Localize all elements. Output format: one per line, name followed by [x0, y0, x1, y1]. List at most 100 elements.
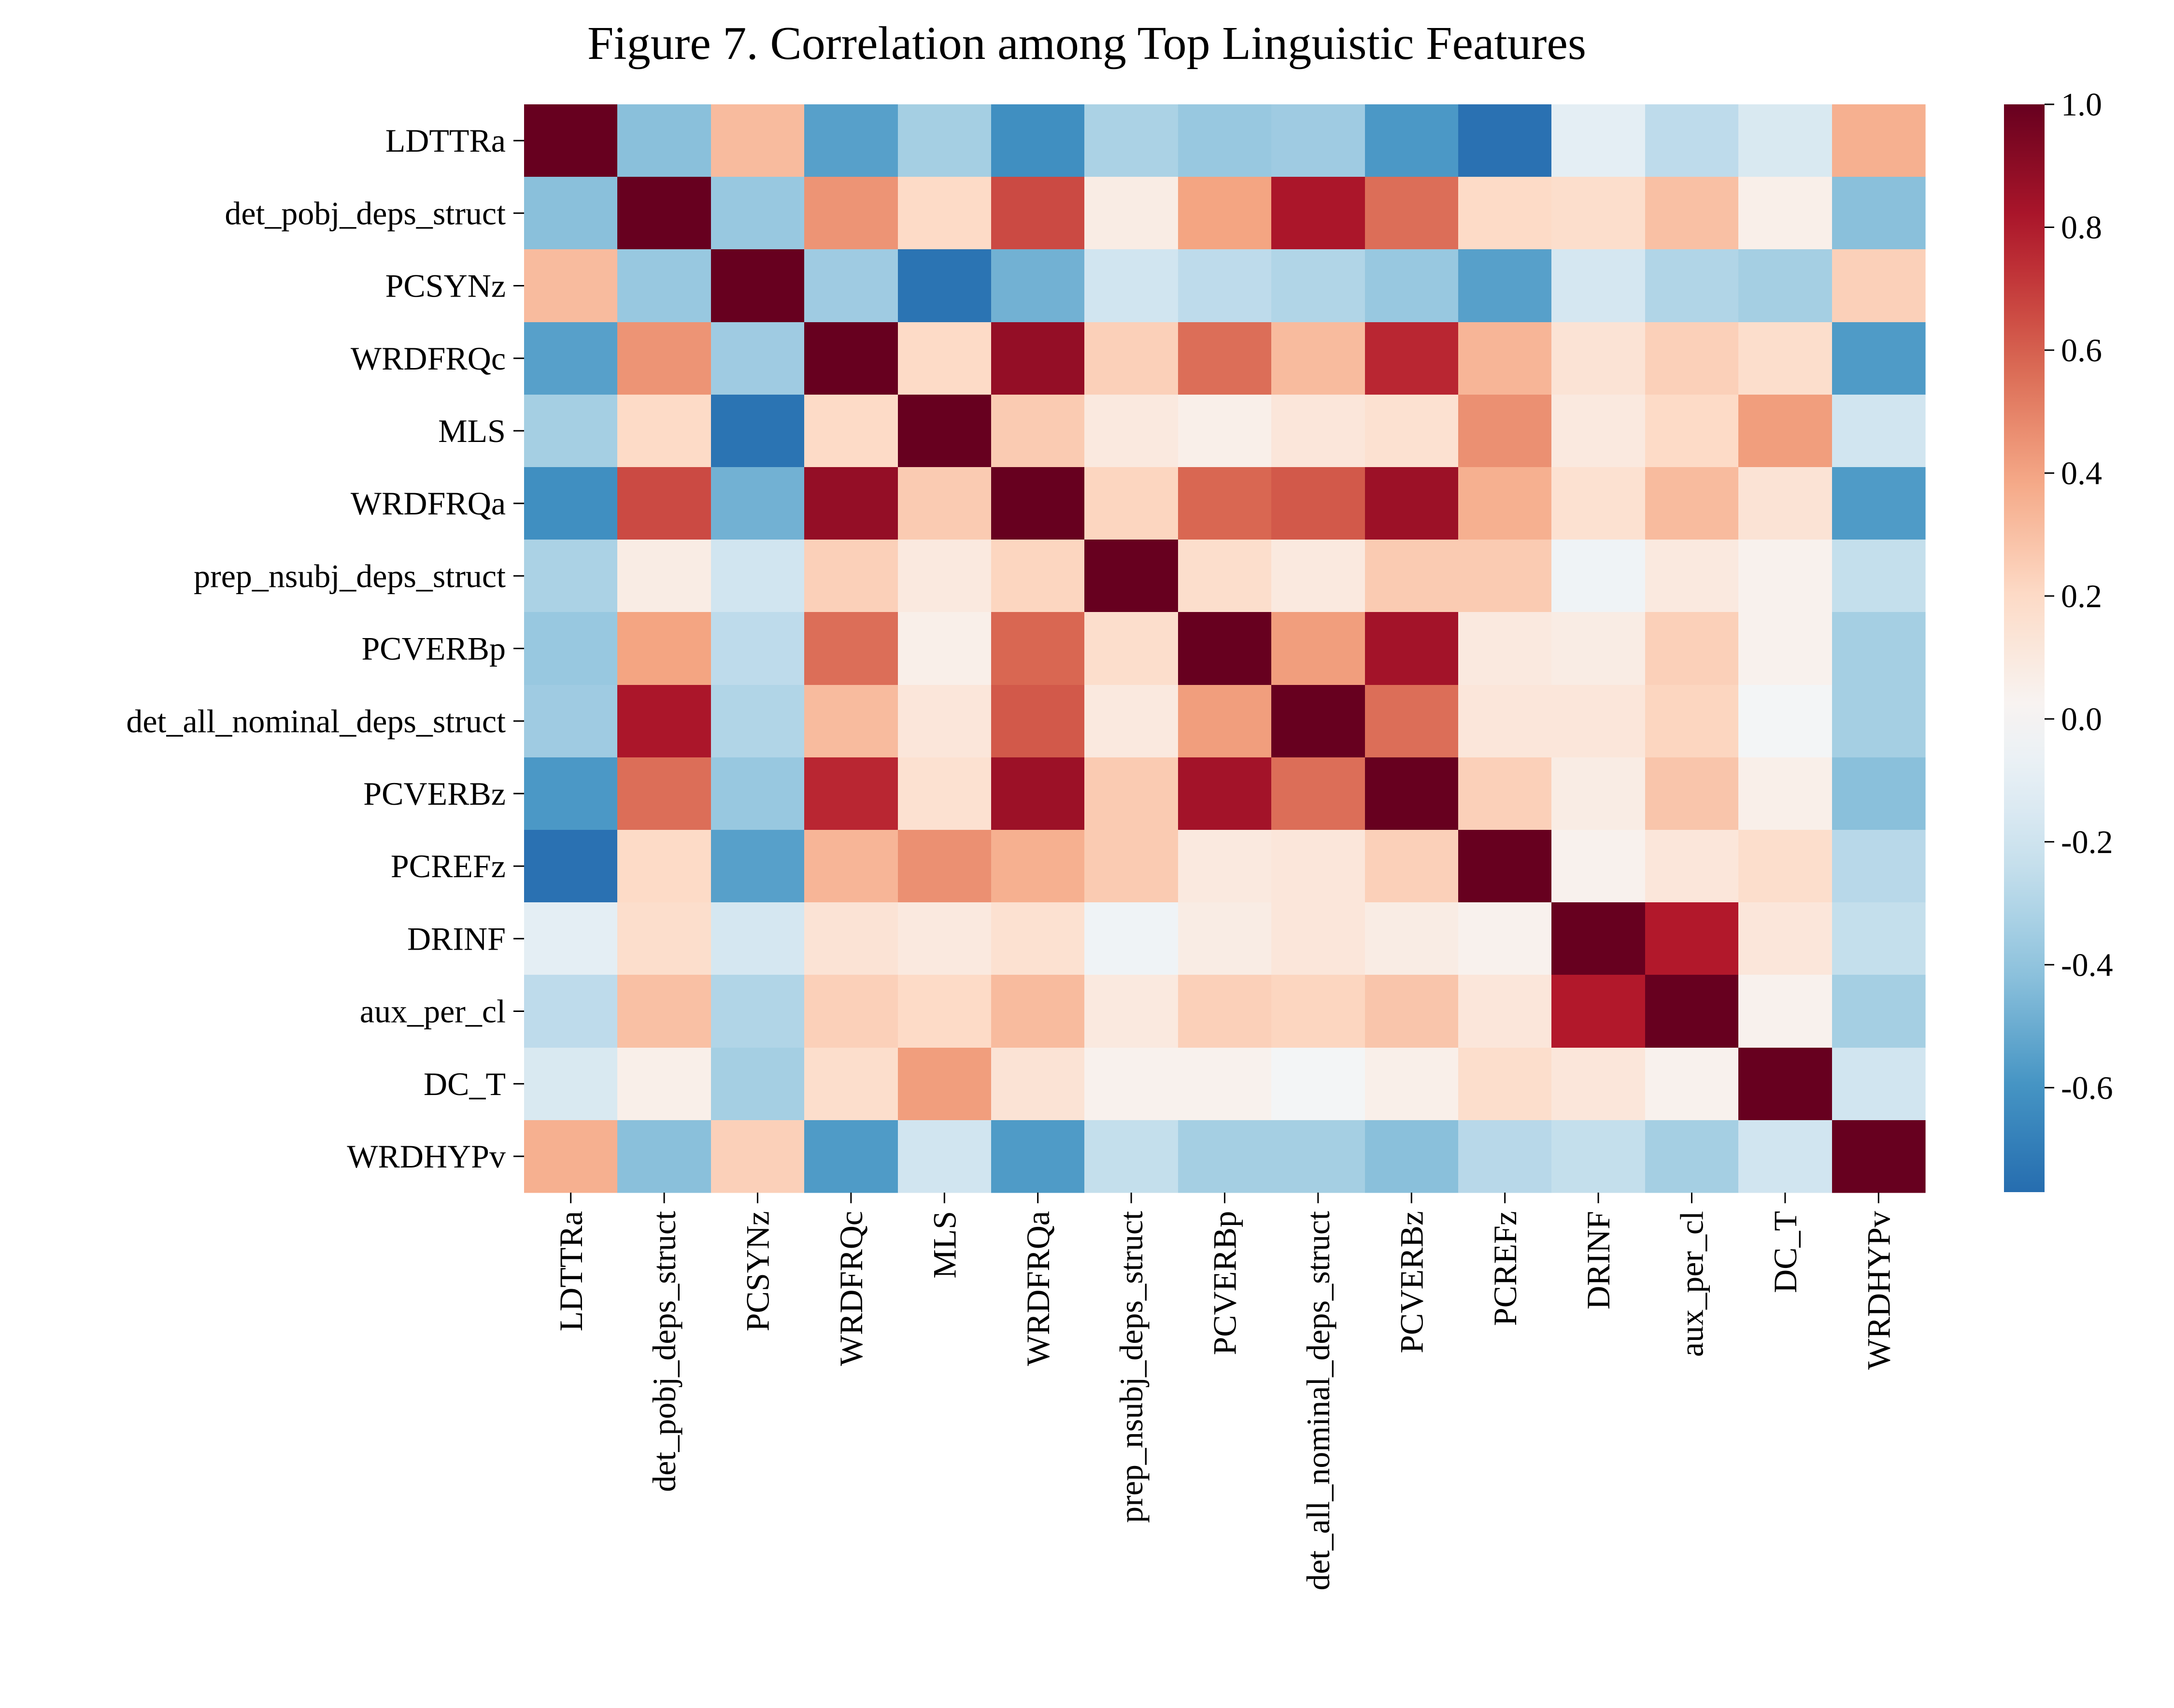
- heatmap-cell: [1738, 467, 1833, 540]
- heatmap-cell: [1271, 104, 1365, 177]
- heatmap-cell: [991, 902, 1085, 975]
- heatmap-cell: [1365, 249, 1459, 323]
- heatmap-cell: [1271, 612, 1365, 685]
- heatmap-cell: [711, 902, 805, 975]
- heatmap-cell: [617, 757, 711, 830]
- heatmap-cell: [1178, 540, 1272, 612]
- colorbar-tick-label: 0.6: [2061, 332, 2102, 369]
- heatmap-cell: [524, 322, 618, 395]
- heatmap-cell: [524, 467, 618, 540]
- heatmap-cell: [617, 249, 711, 323]
- heatmap-cell: [1738, 612, 1833, 685]
- heatmap-cell: [804, 540, 898, 612]
- colorbar-tick-label: 1.0: [2061, 86, 2102, 123]
- x-tick-label: prep_nsubj_deps_struct: [1113, 1211, 1150, 1523]
- heatmap-cell: [898, 975, 992, 1048]
- heatmap-cell: [711, 540, 805, 612]
- heatmap-cell: [1738, 540, 1833, 612]
- heatmap-cell: [524, 104, 618, 177]
- heatmap-cell: [1271, 177, 1365, 250]
- heatmap-cell: [1178, 757, 1272, 830]
- heatmap-cell: [804, 467, 898, 540]
- y-tick-label: det_all_nominal_deps_struct: [126, 703, 506, 740]
- heatmap-cell: [1645, 1048, 1739, 1121]
- heatmap-cell: [991, 975, 1085, 1048]
- heatmap-cell: [1178, 322, 1272, 395]
- heatmap-cell: [1832, 322, 1926, 395]
- heatmap-cell: [898, 177, 992, 250]
- x-tick-label: LDTTRa: [553, 1211, 589, 1331]
- heatmap-cell: [898, 612, 992, 685]
- heatmap-cell: [711, 177, 805, 250]
- heatmap-cell: [617, 467, 711, 540]
- heatmap-cell: [804, 612, 898, 685]
- heatmap-cell: [1178, 1048, 1272, 1121]
- heatmap-cell: [1645, 395, 1739, 468]
- heatmap-cell: [1178, 612, 1272, 685]
- heatmap-cell: [617, 395, 711, 468]
- heatmap-cell: [1458, 757, 1552, 830]
- heatmap-cell: [1458, 902, 1552, 975]
- heatmap-cell: [524, 685, 618, 758]
- heatmap-cell: [991, 612, 1085, 685]
- y-tick-label: WRDHYPv: [347, 1138, 506, 1175]
- heatmap-cell: [1645, 612, 1739, 685]
- heatmap-cell: [1645, 685, 1739, 758]
- x-tick-label: PCSYNz: [739, 1211, 776, 1331]
- heatmap-cell: [804, 249, 898, 323]
- heatmap-cell: [804, 104, 898, 177]
- heatmap-cell: [1738, 177, 1833, 250]
- heatmap-cell: [991, 322, 1085, 395]
- heatmap-cell: [898, 467, 992, 540]
- heatmap-cell: [524, 1048, 618, 1121]
- heatmap-cell: [1084, 1048, 1179, 1121]
- heatmap-cell: [711, 975, 805, 1048]
- heatmap-cell: [1832, 685, 1926, 758]
- heatmap-cell: [711, 612, 805, 685]
- x-tick-label: WRDFRQa: [1020, 1211, 1056, 1366]
- heatmap-cell: [1458, 1120, 1552, 1193]
- heatmap-cell: [991, 685, 1085, 758]
- heatmap-cell: [1551, 757, 1646, 830]
- heatmap-cell: [1458, 177, 1552, 250]
- heatmap-cell: [1178, 467, 1272, 540]
- heatmap-cell: [711, 322, 805, 395]
- heatmap-cell: [804, 757, 898, 830]
- colorbar-scale: [2004, 104, 2045, 1192]
- heatmap-cell: [1738, 104, 1833, 177]
- y-tick-label: prep_nsubj_deps_struct: [194, 557, 506, 594]
- heatmap-cell: [711, 104, 805, 177]
- heatmap-cell: [1084, 467, 1179, 540]
- heatmap-cell: [1551, 249, 1646, 323]
- heatmap-cell: [1178, 395, 1272, 468]
- heatmap-cell: [991, 467, 1085, 540]
- heatmap-cell: [1458, 395, 1552, 468]
- heatmap-cell: [711, 685, 805, 758]
- heatmap-cell: [1551, 612, 1646, 685]
- heatmap-cell: [1645, 249, 1739, 323]
- x-tick-label: PCVERBp: [1207, 1211, 1243, 1355]
- heatmap-cell: [1738, 249, 1833, 323]
- heatmap-cell: [1178, 177, 1272, 250]
- x-tick-label: DRINF: [1580, 1211, 1617, 1309]
- y-tick-label: PCVERBz: [363, 775, 506, 812]
- heatmap-cell: [1084, 395, 1179, 468]
- x-tick-label: aux_per_cl: [1674, 1211, 1710, 1357]
- x-tick-label: DC_T: [1767, 1211, 1804, 1293]
- heatmap-cell: [1832, 830, 1926, 903]
- heatmap-cell: [1365, 395, 1459, 468]
- heatmap-cell: [524, 249, 618, 323]
- heatmap-cell: [1458, 540, 1552, 612]
- heatmap-cell: [991, 757, 1085, 830]
- heatmap-cell: [1271, 395, 1365, 468]
- heatmap-cell: [1551, 975, 1646, 1048]
- heatmap-cell: [1271, 1120, 1365, 1193]
- heatmap-cell: [1271, 467, 1365, 540]
- heatmap-cell: [1738, 757, 1833, 830]
- heatmap-cell: [711, 395, 805, 468]
- chart-title: Figure 7. Correlation among Top Linguist…: [587, 17, 1586, 70]
- heatmap-cell: [617, 322, 711, 395]
- heatmap-cell: [804, 1120, 898, 1193]
- heatmap-cell: [1271, 1048, 1365, 1121]
- heatmap-cell: [1084, 685, 1179, 758]
